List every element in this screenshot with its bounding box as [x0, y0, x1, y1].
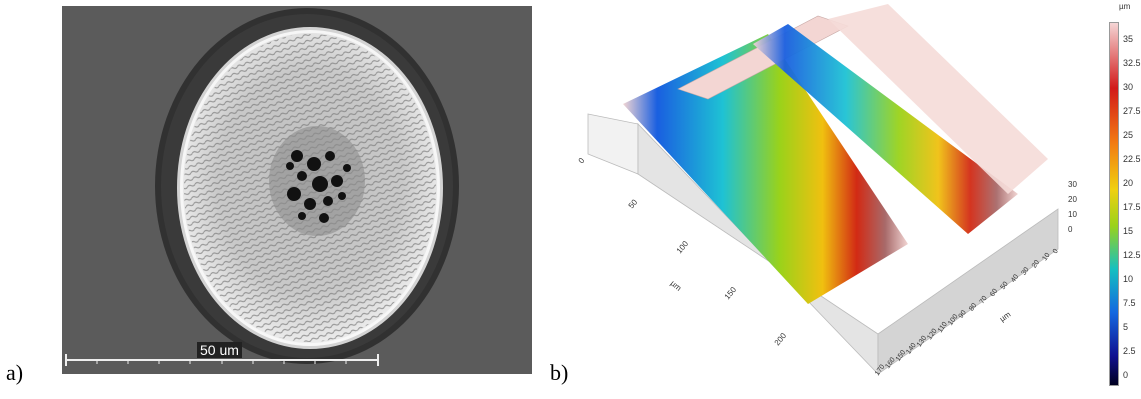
svg-text:µm: µm	[998, 310, 1013, 324]
y-axis-tick: 60	[989, 288, 999, 298]
colorbar-gradient	[1109, 22, 1119, 386]
svg-text:10: 10	[1068, 210, 1077, 219]
y-axis-tick: 20	[1031, 259, 1041, 269]
y-axis-tick: 80	[968, 302, 978, 312]
surface-3d-plot: 0 50 100 150 200 µm 30 20 10 0 µm 170 160…	[577, 4, 1078, 394]
y-axis-tick: 0	[1052, 248, 1060, 255]
y-axis-tick: 90	[958, 309, 968, 319]
surface-groove-1	[623, 34, 908, 304]
panel-b-label: b)	[550, 360, 569, 385]
z-axis-ticks: 30 20 10 0	[1068, 180, 1077, 234]
y-axis-tick: 40	[1010, 273, 1020, 283]
svg-text:150: 150	[723, 285, 739, 301]
box-left-face	[587, 113, 639, 175]
box-right-face	[877, 208, 1059, 375]
svg-text:50: 50	[627, 197, 640, 210]
svg-text:µm: µm	[669, 279, 684, 293]
svg-text:0: 0	[578, 156, 587, 166]
svg-text:200: 200	[773, 331, 789, 347]
svg-text:20: 20	[1068, 195, 1077, 204]
panel-a-label: a)	[6, 360, 24, 385]
svg-text:0: 0	[1068, 225, 1073, 234]
central-pores	[286, 150, 351, 223]
y-axis-tick: 70	[979, 295, 989, 305]
surface-top-strip	[828, 4, 1048, 194]
y-axis-tick: 30	[1020, 266, 1030, 276]
svg-text:100: 100	[675, 239, 691, 255]
y-axis-tick: 10	[1041, 252, 1051, 262]
y-axis-tick: 50	[1000, 281, 1010, 291]
scale-bar-label: 50 um	[197, 342, 242, 358]
surface-groove-2	[753, 24, 1018, 234]
svg-text:30: 30	[1068, 180, 1077, 189]
colorbar: µm 35 32.5 30 27.5 25 22.5 20 17.5 15 12…	[1105, 2, 1141, 388]
sem-micrograph	[62, 6, 532, 374]
